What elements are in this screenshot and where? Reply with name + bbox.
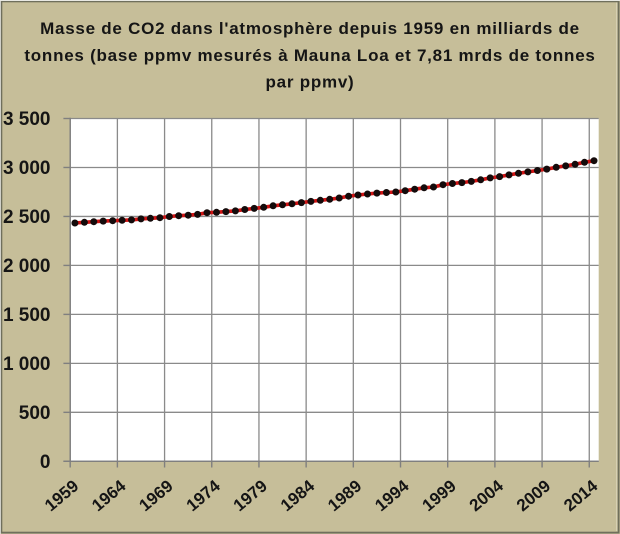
- svg-text:Masse de CO2 dans l'atmosphère: Masse de CO2 dans l'atmosphère depuis 19…: [40, 19, 580, 38]
- svg-text:2 500: 2 500: [3, 207, 51, 228]
- svg-text:tonnes (base ppmv mesurés à Ma: tonnes (base ppmv mesurés à Mauna Loa et…: [24, 46, 595, 65]
- svg-text:500: 500: [19, 403, 51, 424]
- svg-text:0: 0: [40, 452, 51, 473]
- svg-text:par ppmv): par ppmv): [266, 73, 355, 92]
- svg-text:1 000: 1 000: [3, 354, 51, 375]
- svg-text:1 500: 1 500: [3, 305, 51, 326]
- svg-text:3 000: 3 000: [3, 158, 51, 179]
- svg-text:3 500: 3 500: [3, 109, 51, 130]
- svg-text:2 000: 2 000: [3, 256, 51, 277]
